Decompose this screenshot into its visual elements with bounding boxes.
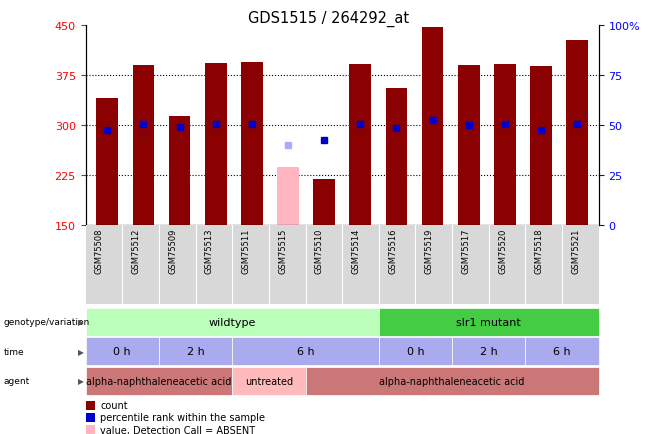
Text: GSM75510: GSM75510	[315, 228, 324, 273]
Text: ▶: ▶	[78, 318, 84, 327]
Bar	[458, 66, 480, 226]
Text: GSM75509: GSM75509	[168, 228, 177, 273]
Text: 6 h: 6 h	[297, 346, 315, 356]
Text: slr1 mutant: slr1 mutant	[457, 317, 521, 327]
Text: GSM75512: GSM75512	[132, 228, 141, 273]
Text: 0 h: 0 h	[407, 346, 424, 356]
Text: GSM75514: GSM75514	[351, 228, 361, 273]
Text: GSM75520: GSM75520	[498, 228, 507, 273]
Bar	[530, 67, 552, 226]
Text: alpha-naphthaleneacetic acid: alpha-naphthaleneacetic acid	[86, 376, 232, 386]
Bar	[386, 89, 407, 226]
Text: 2 h: 2 h	[187, 346, 205, 356]
Bar	[132, 66, 154, 226]
Bar	[422, 28, 443, 226]
Text: ▶: ▶	[78, 376, 84, 385]
Text: GSM75517: GSM75517	[461, 228, 470, 273]
Bar	[96, 99, 118, 226]
Text: GSM75508: GSM75508	[95, 228, 104, 273]
Text: GSM75513: GSM75513	[205, 228, 214, 273]
Bar	[168, 117, 190, 226]
Text: genotype/variation: genotype/variation	[3, 318, 89, 327]
Text: time: time	[3, 347, 24, 356]
Bar	[205, 64, 226, 226]
Bar	[241, 62, 263, 226]
Text: 0 h: 0 h	[113, 346, 131, 356]
Bar	[277, 168, 299, 226]
Text: GSM75521: GSM75521	[571, 228, 580, 273]
Text: ▶: ▶	[78, 347, 84, 356]
Text: GSM75511: GSM75511	[241, 228, 251, 273]
Bar	[567, 41, 588, 226]
Bar	[494, 65, 516, 226]
Text: GSM75515: GSM75515	[278, 228, 287, 273]
Bar	[349, 65, 371, 226]
Text: GSM75518: GSM75518	[535, 228, 544, 273]
Bar	[313, 179, 335, 226]
Text: GSM75519: GSM75519	[425, 228, 434, 273]
Text: percentile rank within the sample: percentile rank within the sample	[100, 413, 265, 422]
Text: 2 h: 2 h	[480, 346, 497, 356]
Text: untreated: untreated	[245, 376, 293, 386]
Text: 6 h: 6 h	[553, 346, 571, 356]
Text: GDS1515 / 264292_at: GDS1515 / 264292_at	[249, 11, 409, 27]
Text: agent: agent	[3, 376, 30, 385]
Text: GSM75516: GSM75516	[388, 228, 397, 273]
Text: wildtype: wildtype	[209, 317, 256, 327]
Text: alpha-naphthaleneacetic acid: alpha-naphthaleneacetic acid	[380, 376, 525, 386]
Text: value, Detection Call = ABSENT: value, Detection Call = ABSENT	[100, 425, 255, 434]
Text: count: count	[100, 401, 128, 410]
